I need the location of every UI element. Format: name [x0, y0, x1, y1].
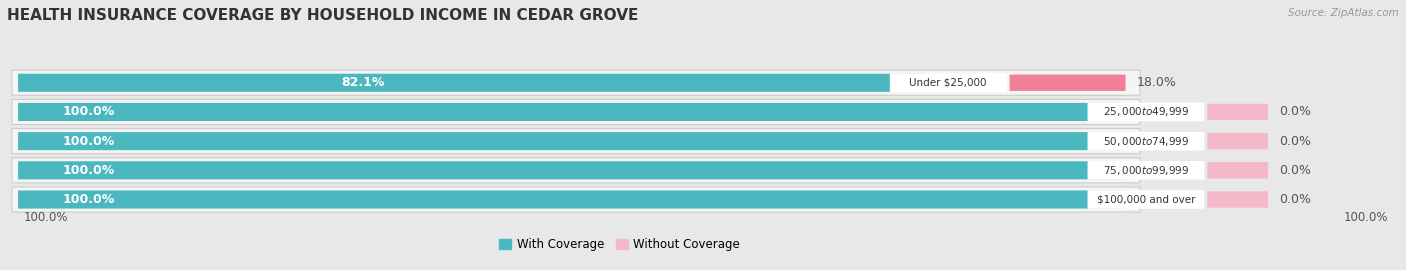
Text: 82.1%: 82.1% — [342, 76, 384, 89]
Text: 100.0%: 100.0% — [62, 164, 114, 177]
FancyBboxPatch shape — [1088, 132, 1205, 150]
Legend: With Coverage, Without Coverage: With Coverage, Without Coverage — [499, 238, 740, 251]
FancyBboxPatch shape — [1088, 190, 1205, 209]
FancyBboxPatch shape — [11, 70, 1140, 95]
Text: 100.0%: 100.0% — [62, 193, 114, 206]
Text: $75,000 to $99,999: $75,000 to $99,999 — [1102, 164, 1189, 177]
FancyBboxPatch shape — [11, 158, 1140, 183]
FancyBboxPatch shape — [1208, 162, 1268, 178]
Text: HEALTH INSURANCE COVERAGE BY HOUSEHOLD INCOME IN CEDAR GROVE: HEALTH INSURANCE COVERAGE BY HOUSEHOLD I… — [7, 8, 638, 23]
FancyBboxPatch shape — [18, 103, 1123, 121]
Text: 0.0%: 0.0% — [1279, 193, 1312, 206]
FancyBboxPatch shape — [1208, 133, 1268, 149]
Text: $100,000 and over: $100,000 and over — [1097, 194, 1195, 204]
FancyBboxPatch shape — [890, 73, 1007, 92]
Text: 0.0%: 0.0% — [1279, 164, 1312, 177]
Text: 18.0%: 18.0% — [1136, 76, 1177, 89]
Text: 0.0%: 0.0% — [1279, 106, 1312, 119]
FancyBboxPatch shape — [1208, 104, 1268, 120]
FancyBboxPatch shape — [18, 190, 1123, 208]
FancyBboxPatch shape — [1010, 75, 1126, 91]
FancyBboxPatch shape — [18, 74, 925, 92]
Text: Source: ZipAtlas.com: Source: ZipAtlas.com — [1288, 8, 1399, 18]
FancyBboxPatch shape — [1088, 161, 1205, 180]
Text: 100.0%: 100.0% — [1343, 211, 1388, 224]
Text: 100.0%: 100.0% — [24, 211, 67, 224]
Text: $50,000 to $74,999: $50,000 to $74,999 — [1102, 135, 1189, 148]
FancyBboxPatch shape — [11, 187, 1140, 212]
Text: 100.0%: 100.0% — [62, 135, 114, 148]
Text: 100.0%: 100.0% — [62, 106, 114, 119]
Text: $25,000 to $49,999: $25,000 to $49,999 — [1102, 106, 1189, 119]
Text: 0.0%: 0.0% — [1279, 135, 1312, 148]
Text: Under $25,000: Under $25,000 — [910, 78, 987, 88]
FancyBboxPatch shape — [18, 161, 1123, 179]
FancyBboxPatch shape — [18, 132, 1123, 150]
FancyBboxPatch shape — [11, 129, 1140, 154]
FancyBboxPatch shape — [11, 99, 1140, 124]
FancyBboxPatch shape — [1088, 103, 1205, 121]
FancyBboxPatch shape — [1208, 191, 1268, 208]
